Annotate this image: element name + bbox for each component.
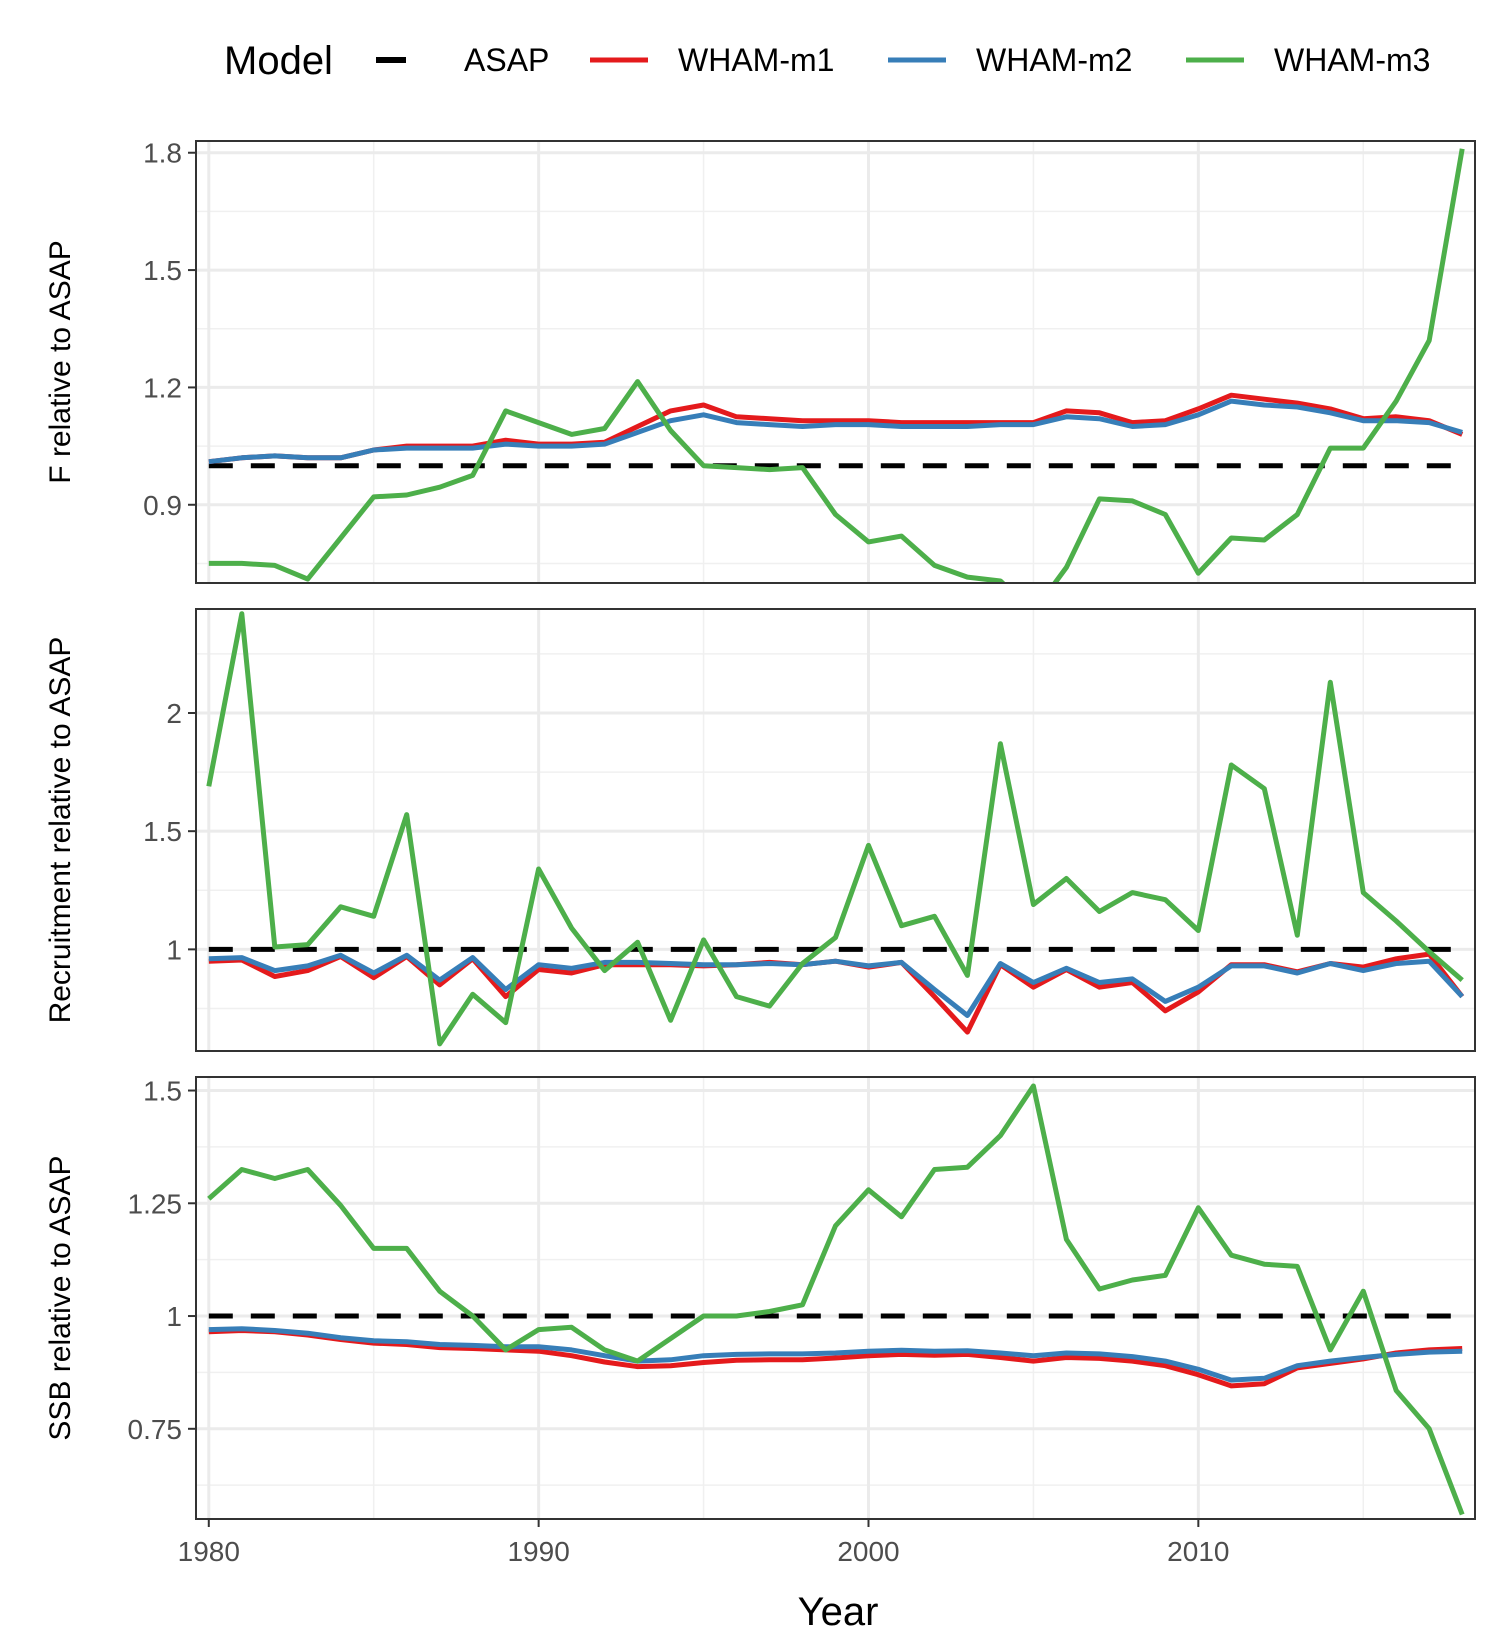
panel-background (196, 1077, 1475, 1519)
series-line-wham-m1 (208, 1328, 1463, 1389)
x-tick-label: 1980 (178, 1536, 240, 1567)
legend-item-wham-m1: WHAM-m1 (590, 42, 834, 78)
x-axis-title: Year (798, 1590, 879, 1634)
x-tick-label: 2010 (1167, 1536, 1229, 1567)
y-tick-label: 0.75 (128, 1414, 183, 1445)
ssb-panel: 0.75 1 1.25 1.5 SSB relative to ASAP (44, 1076, 1476, 1520)
series-group (206, 611, 1465, 1047)
y-axis-title: F relative to ASAP (44, 240, 77, 483)
panel-background (196, 141, 1475, 583)
series-line-wham-m2 (208, 398, 1463, 465)
x-tick-label: 1990 (507, 1536, 569, 1567)
x-tick-label: 2000 (837, 1536, 899, 1567)
series-line-wham-m3 (208, 148, 1465, 583)
series-line-wham-m2 (208, 952, 1465, 1018)
series-line-wham-m3 (206, 611, 1464, 1047)
legend-title: Model (224, 39, 333, 83)
y-tick-label: 1.5 (143, 816, 182, 847)
y-tick-label: 1.8 (143, 138, 182, 169)
f-panel: 0.9 1.2 1.5 1.8 F relative to ASAP (44, 138, 1476, 584)
legend-label-asap: ASAP (464, 42, 549, 78)
y-tick-label: 1.25 (128, 1188, 183, 1219)
y-tick-label: 1.2 (143, 372, 182, 403)
legend-label-wham-m1: WHAM-m1 (678, 42, 834, 78)
series-line-wham-m2 (208, 1326, 1463, 1383)
y-tick-label: 1.5 (143, 255, 182, 286)
y-axis-title: Recruitment relative to ASAP (44, 637, 77, 1024)
legend: Model ASAP WHAM-m1 WHAM-m2 WHAM-m3 (224, 39, 1430, 83)
series-group (207, 1083, 1465, 1516)
series-group (208, 148, 1465, 583)
legend-item-wham-m2: WHAM-m2 (888, 42, 1132, 78)
y-axis-title: SSB relative to ASAP (44, 1155, 77, 1440)
panel-border (195, 140, 1476, 584)
legend-item-asap: ASAP (376, 42, 549, 78)
legend-label-wham-m3: WHAM-m3 (1274, 42, 1430, 78)
panel-border (195, 1076, 1476, 1520)
y-tick-label: 1 (166, 934, 182, 965)
y-tick-label: 2 (166, 698, 182, 729)
y-tick-label: 1 (166, 1301, 182, 1332)
y-tick-label: 0.9 (143, 490, 182, 521)
recruitment-panel: 1 1.5 2 Recruitment relative to ASAP (44, 608, 1476, 1052)
legend-item-wham-m3: WHAM-m3 (1186, 42, 1430, 78)
panel-border (195, 608, 1476, 1052)
legend-label-wham-m2: WHAM-m2 (976, 42, 1132, 78)
y-tick-label: 1.5 (143, 1076, 182, 1107)
series-line-wham-m3 (207, 1083, 1465, 1516)
